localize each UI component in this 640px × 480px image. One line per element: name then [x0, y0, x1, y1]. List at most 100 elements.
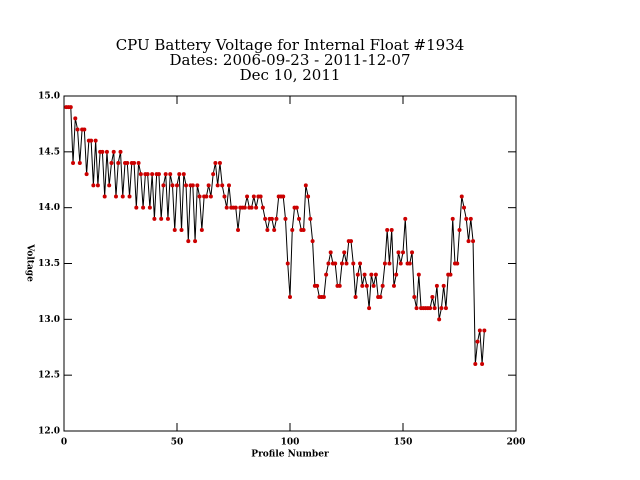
- data-point: [362, 272, 367, 277]
- data-point: [193, 239, 198, 244]
- data-point: [328, 250, 333, 255]
- data-point: [371, 283, 376, 288]
- data-point: [95, 183, 100, 188]
- data-point: [306, 194, 311, 199]
- data-point: [125, 161, 130, 165]
- y-tick-label: 13.0: [38, 315, 60, 325]
- data-point: [165, 216, 170, 221]
- data-point: [281, 194, 286, 199]
- data-point: [378, 295, 383, 299]
- data-point: [380, 283, 385, 288]
- data-point: [136, 161, 141, 165]
- data-point: [466, 239, 471, 244]
- data-point: [301, 228, 306, 232]
- data-point: [432, 306, 437, 311]
- data-point: [337, 283, 342, 288]
- data-point: [190, 183, 195, 188]
- data-point: [150, 172, 155, 177]
- data-point: [398, 261, 403, 266]
- data-point: [263, 216, 268, 221]
- data-point: [242, 205, 247, 210]
- data-point: [206, 183, 211, 188]
- data-point: [147, 205, 152, 210]
- data-point: [385, 228, 390, 232]
- data-point: [355, 272, 360, 277]
- data-point: [181, 172, 186, 177]
- data-point: [107, 183, 112, 188]
- data-point: [410, 250, 415, 255]
- data-point: [437, 317, 442, 322]
- data-point: [457, 228, 462, 232]
- data-point: [344, 261, 349, 266]
- data-point: [156, 172, 161, 177]
- y-tick-label: 14.5: [38, 147, 60, 157]
- data-point: [104, 149, 109, 154]
- data-point: [89, 138, 94, 143]
- data-point: [251, 194, 256, 199]
- data-point: [358, 261, 363, 266]
- data-point: [367, 306, 372, 311]
- data-point: [274, 216, 279, 221]
- y-tick-label: 13.5: [38, 259, 60, 269]
- data-point: [473, 362, 478, 366]
- data-point: [471, 239, 476, 244]
- x-tick-label: 150: [394, 438, 413, 448]
- data-point: [373, 272, 378, 277]
- data-point: [204, 194, 209, 199]
- data-point: [226, 183, 231, 188]
- data-point: [441, 283, 446, 288]
- data-point: [324, 272, 329, 277]
- data-point: [333, 261, 338, 266]
- data-point: [84, 172, 89, 177]
- data-point: [462, 205, 467, 210]
- data-point: [93, 138, 98, 143]
- data-point: [186, 239, 191, 244]
- y-tick-label: 12.5: [38, 371, 60, 381]
- data-point: [339, 261, 344, 266]
- data-point: [382, 261, 387, 266]
- data-point: [450, 216, 455, 221]
- data-point: [254, 205, 259, 210]
- data-point: [152, 216, 157, 221]
- data-point: [468, 216, 473, 221]
- y-tick-label: 12.0: [38, 427, 60, 437]
- data-point: [102, 194, 107, 199]
- data-point: [132, 161, 137, 165]
- data-point: [184, 183, 189, 188]
- y-axis-label: Voltage: [25, 243, 35, 282]
- data-point: [434, 283, 439, 288]
- data-point: [211, 172, 216, 177]
- data-point: [294, 205, 299, 210]
- x-tick-label: 200: [507, 438, 526, 448]
- data-point: [439, 306, 444, 311]
- data-point: [111, 149, 116, 154]
- data-point: [113, 194, 118, 199]
- data-point: [480, 362, 485, 366]
- data-point: [342, 250, 347, 255]
- data-point: [272, 228, 277, 232]
- data-point: [389, 228, 394, 232]
- data-point: [391, 283, 396, 288]
- data-point: [285, 261, 290, 266]
- data-point: [116, 161, 121, 165]
- data-point: [265, 228, 270, 232]
- data-point: [161, 183, 166, 188]
- data-point: [369, 272, 374, 277]
- data-point: [459, 194, 464, 199]
- data-point: [197, 194, 202, 199]
- data-point: [443, 306, 448, 311]
- data-point: [138, 172, 143, 177]
- data-point: [68, 105, 73, 110]
- data-point: [224, 205, 229, 210]
- data-point: [213, 161, 218, 165]
- data-point: [233, 205, 238, 210]
- data-point: [215, 183, 220, 188]
- data-point: [394, 272, 399, 277]
- data-point: [217, 161, 222, 165]
- data-point: [303, 183, 308, 188]
- data-point: [249, 205, 254, 210]
- data-point: [297, 216, 302, 221]
- data-point: [179, 228, 184, 232]
